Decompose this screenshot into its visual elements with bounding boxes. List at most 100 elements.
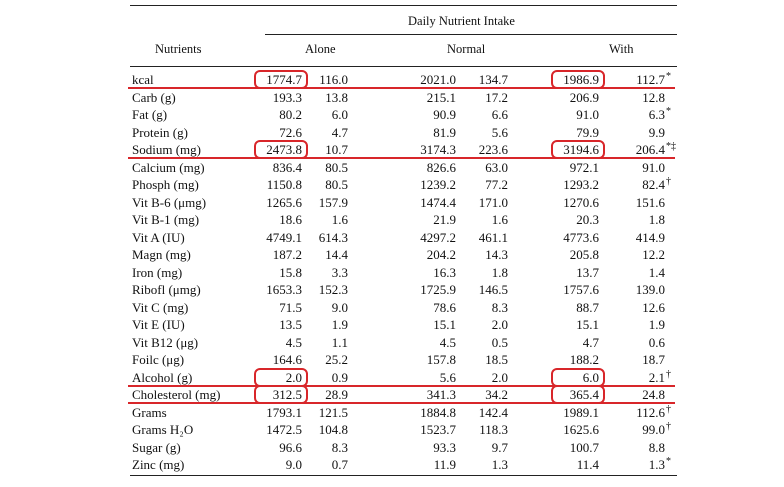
- group-header-with: With: [609, 42, 634, 56]
- cell-normal-mean: 81.9: [433, 124, 456, 140]
- cell-alone-sem: 80.5: [325, 177, 348, 192]
- red-highlight-box: [551, 367, 605, 387]
- row-label: Ribofl (μmg): [132, 282, 201, 297]
- row-label: Grams H₂O: [132, 422, 194, 437]
- cell-normal-mean: 826.6: [426, 159, 456, 175]
- cell-normal-mean: 1239.2: [420, 177, 456, 192]
- row-label: kcal: [132, 72, 154, 87]
- row-label: Magn (mg): [132, 247, 191, 262]
- cell-normal-sem: 2.0: [491, 317, 508, 332]
- row-label: Vit A (IU): [132, 229, 185, 245]
- cell-with-sem: 99.0: [642, 422, 665, 437]
- cell-normal-mean: 1725.9: [420, 282, 456, 297]
- cell-with-sem: 112.7: [636, 72, 665, 87]
- red-underline: [128, 384, 675, 387]
- significance-mark: *: [666, 106, 671, 117]
- cell-alone-sem: 614.3: [318, 229, 348, 245]
- cell-normal-sem: 14.3: [485, 247, 508, 262]
- cell-alone-mean: 15.8: [279, 264, 302, 280]
- cell-alone-sem: 13.8: [325, 89, 348, 105]
- significance-mark: †: [666, 421, 671, 432]
- cell-normal-sem: 1.3: [491, 457, 508, 472]
- cell-alone-mean: 4749.1: [266, 229, 302, 245]
- row-label: Foilc (μg): [132, 352, 185, 367]
- cell-with-sem: 139.0: [635, 282, 665, 297]
- cell-normal-sem: 142.4: [478, 404, 508, 420]
- cell-normal-sem: 461.1: [478, 229, 508, 245]
- cell-with-sem: 9.9: [648, 124, 665, 140]
- cell-normal-sem: 63.0: [485, 159, 508, 175]
- cell-alone-mean: 187.2: [272, 247, 302, 262]
- cell-with-sem: 18.7: [642, 352, 665, 367]
- cell-with-sem: 82.4: [642, 177, 665, 192]
- cell-normal-sem: 9.7: [491, 439, 508, 455]
- cell-normal-mean: 3174.3: [420, 142, 456, 157]
- cell-with-mean: 79.9: [576, 124, 599, 140]
- cell-alone-mean: 1793.1: [266, 404, 302, 420]
- cell-alone-mean: 18.6: [279, 212, 302, 227]
- cell-alone-mean: 72.6: [279, 124, 302, 140]
- cell-with-sem: 12.6: [642, 299, 665, 315]
- group-header-alone: Alone: [305, 42, 336, 56]
- cell-alone-sem: 0.9: [331, 369, 348, 385]
- bottom-rule: [130, 475, 677, 476]
- significance-mark: *: [666, 456, 671, 467]
- row-label: Protein (g): [132, 124, 188, 140]
- cell-with-sem: 91.0: [642, 159, 665, 175]
- red-highlight-box: [551, 140, 605, 159]
- cell-with-sem: 8.8: [648, 439, 665, 455]
- cell-alone-sem: 0.7: [331, 457, 348, 472]
- cell-with-mean: 205.8: [569, 247, 599, 262]
- cell-normal-sem: 1.6: [491, 212, 508, 227]
- cell-normal-mean: 157.8: [426, 352, 456, 367]
- cell-alone-mean: 312.5: [272, 387, 302, 402]
- cell-with-mean: 13.7: [576, 264, 599, 280]
- red-underline: [128, 157, 675, 159]
- cell-normal-sem: 223.6: [478, 142, 508, 157]
- cell-normal-mean: 90.9: [433, 107, 456, 122]
- cell-with-sem: 1.3: [648, 457, 665, 472]
- row-label: Vit B-1 (mg): [132, 212, 200, 227]
- cell-with-mean: 1989.1: [563, 404, 599, 420]
- cell-alone-mean: 836.4: [272, 159, 302, 175]
- cell-with-mean: 188.2: [569, 352, 599, 367]
- cell-alone-sem: 3.3: [331, 264, 348, 280]
- cell-with-sem: 2.1: [648, 369, 665, 385]
- significance-mark: *‡: [666, 141, 676, 152]
- cell-normal-mean: 204.2: [426, 247, 456, 262]
- cell-alone-mean: 4.5: [285, 334, 302, 350]
- row-label: Fat (g): [132, 107, 168, 122]
- cell-with-mean: 1757.6: [563, 282, 599, 297]
- cell-normal-mean: 11.9: [433, 457, 456, 472]
- cell-normal-mean: 16.3: [433, 264, 456, 280]
- cell-with-mean: 6.0: [582, 369, 599, 385]
- cell-normal-mean: 78.6: [433, 299, 456, 315]
- cell-alone-sem: 8.3: [331, 439, 348, 455]
- cell-with-sem: 12.8: [642, 89, 665, 105]
- cell-with-mean: 1625.6: [563, 422, 599, 437]
- cell-with-sem: 112.6: [636, 404, 665, 420]
- group-header-normal: Normal: [447, 42, 486, 56]
- significance-mark: †: [666, 403, 671, 415]
- cell-with-sem: 1.9: [648, 317, 665, 332]
- cell-normal-mean: 1523.7: [420, 422, 456, 437]
- cell-alone-sem: 9.0: [331, 299, 348, 315]
- cell-alone-sem: 157.9: [318, 194, 348, 210]
- cell-normal-sem: 6.6: [491, 107, 508, 122]
- row-label: Sugar (g): [132, 439, 181, 455]
- cell-with-mean: 365.4: [569, 387, 599, 402]
- cell-normal-mean: 5.6: [439, 369, 456, 385]
- cell-normal-sem: 5.6: [491, 124, 508, 140]
- cell-with-sem: 151.6: [635, 194, 665, 210]
- cell-with-sem: 0.6: [648, 334, 665, 350]
- cell-normal-sem: 146.5: [478, 282, 508, 297]
- cell-normal-sem: 77.2: [485, 177, 508, 192]
- cell-alone-sem: 4.7: [331, 124, 348, 140]
- cell-normal-sem: 17.2: [485, 89, 508, 105]
- cell-with-mean: 88.7: [576, 299, 599, 315]
- red-highlight-box: [254, 140, 308, 159]
- cell-alone-sem: 121.5: [318, 404, 348, 420]
- cell-with-mean: 15.1: [576, 317, 599, 332]
- cell-alone-sem: 25.2: [325, 352, 348, 367]
